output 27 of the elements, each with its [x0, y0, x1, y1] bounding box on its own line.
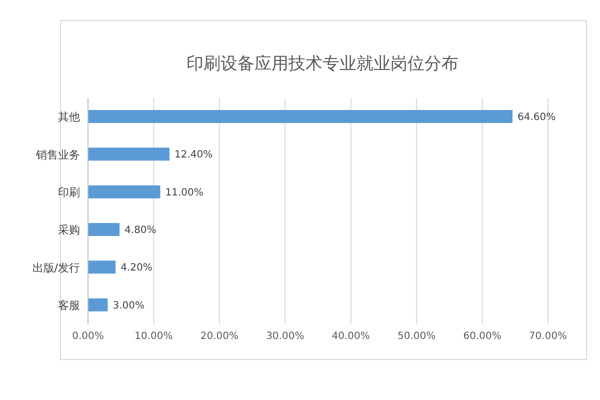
bar	[88, 185, 160, 198]
data-label: 4.20%	[120, 262, 152, 274]
bar	[88, 223, 120, 236]
y-tick-label: 出版/发行	[32, 261, 80, 274]
chart-title: 印刷设备应用技术专业就业岗位分布	[186, 53, 460, 75]
y-tick-label: 印刷	[58, 186, 80, 200]
bar	[88, 110, 513, 123]
data-label: 11.00%	[165, 187, 204, 198]
y-tick-label: 销售业务	[35, 148, 80, 162]
x-tick-label: 40.00%	[332, 331, 370, 342]
x-tick-label: 30.00%	[266, 331, 304, 342]
data-label: 4.80%	[124, 225, 156, 236]
data-label: 3.00%	[112, 300, 144, 312]
x-tick-label: 70.00%	[528, 331, 568, 342]
bar	[88, 298, 108, 312]
data-label: 12.40%	[174, 150, 213, 161]
data-label: 64.60%	[518, 112, 556, 124]
x-tick-label: 0.00%	[72, 331, 104, 342]
y-tick-label: 其他	[58, 110, 80, 124]
y-tick-label: 采购	[58, 224, 80, 237]
x-tick-label: 10.00%	[134, 331, 173, 342]
x-tick-label: 20.00%	[200, 331, 238, 342]
y-tick-label: 客服	[58, 299, 80, 312]
bar	[88, 148, 170, 161]
bar	[88, 260, 116, 274]
x-tick-label: 60.00%	[463, 331, 502, 342]
x-tick-label: 50.00%	[398, 331, 436, 342]
